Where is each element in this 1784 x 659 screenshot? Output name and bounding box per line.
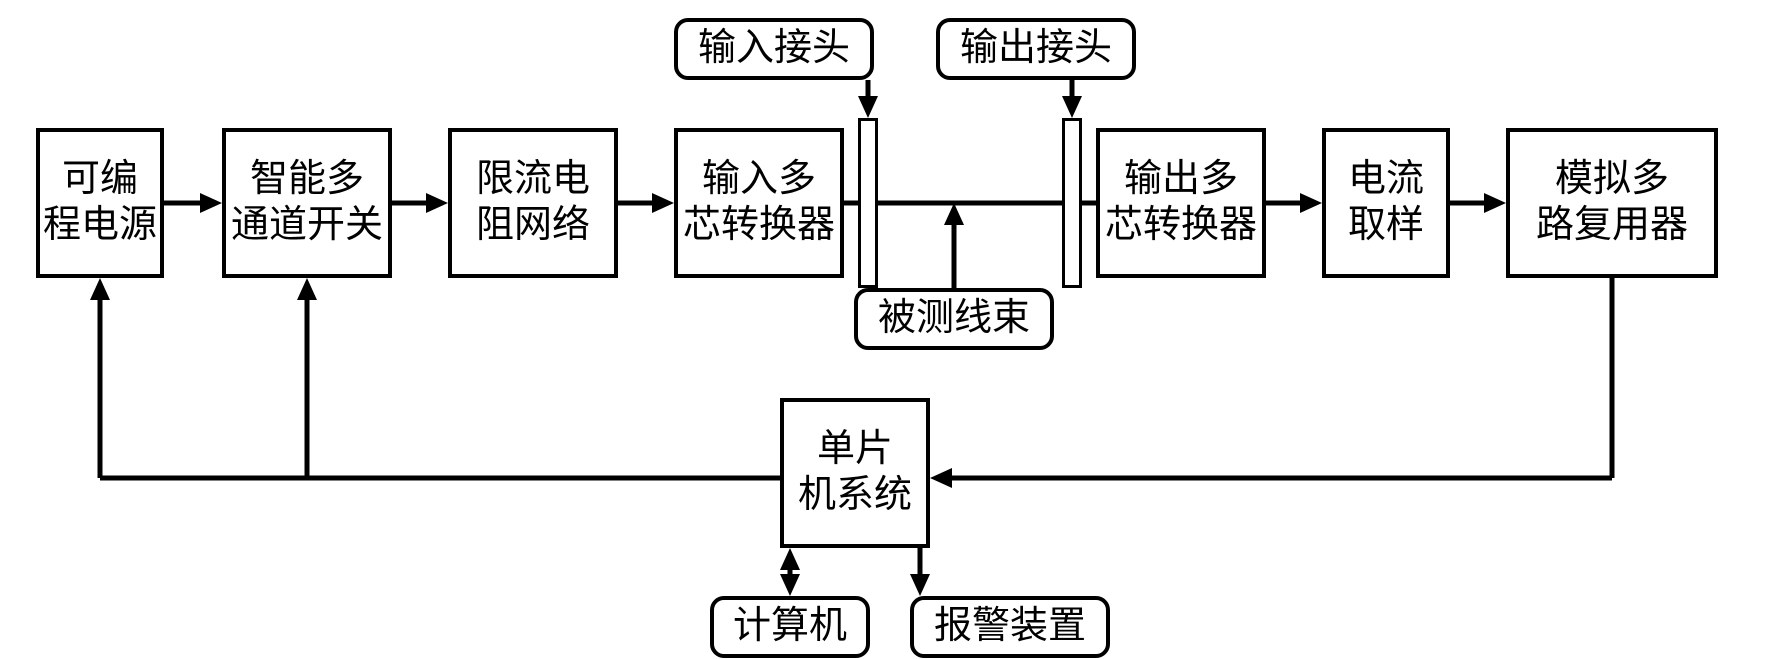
box-switch: 智能多 通道开关 (222, 128, 392, 278)
box-dut-label: 被测线束 (878, 296, 1030, 342)
box-outconv: 输出多 芯转换器 (1096, 128, 1266, 278)
box-switch-label: 智能多 通道开关 (231, 157, 383, 248)
box-resnet-label: 限流电 阻网络 (476, 157, 590, 248)
box-mux-label: 模拟多 路复用器 (1536, 157, 1688, 248)
box-sample: 电流 取样 (1322, 128, 1450, 278)
box-sample-label: 电流 取样 (1348, 157, 1424, 248)
box-mcu-label: 单片 机系统 (798, 427, 912, 518)
box-outplug: 输出接头 (936, 18, 1136, 80)
box-mcu: 单片 机系统 (780, 398, 930, 548)
box-resnet: 限流电 阻网络 (448, 128, 618, 278)
box-alarm: 报警装置 (910, 596, 1110, 658)
box-dut: 被测线束 (854, 288, 1054, 350)
box-outconv-label: 输出多 芯转换器 (1105, 157, 1257, 248)
box-power-label: 可编 程电源 (43, 157, 157, 248)
box-inplug-label: 输入接头 (698, 26, 850, 72)
box-alarm-label: 报警装置 (934, 604, 1086, 650)
box-mux: 模拟多 路复用器 (1506, 128, 1718, 278)
box-computer-label: 计算机 (733, 604, 847, 650)
bar-outbar (1062, 118, 1082, 288)
box-outplug-label: 输出接头 (960, 26, 1112, 72)
box-inconv: 输入多 芯转换器 (674, 128, 844, 278)
box-power: 可编 程电源 (36, 128, 164, 278)
box-inplug: 输入接头 (674, 18, 874, 80)
diagram-canvas: 可编 程电源智能多 通道开关 限流电 阻网络 输入多 芯转换器 输出多 芯转换器 电流 … (0, 0, 1784, 659)
box-inconv-label: 输入多 芯转换器 (683, 157, 835, 248)
bar-inbar (858, 118, 878, 288)
box-computer: 计算机 (710, 596, 870, 658)
